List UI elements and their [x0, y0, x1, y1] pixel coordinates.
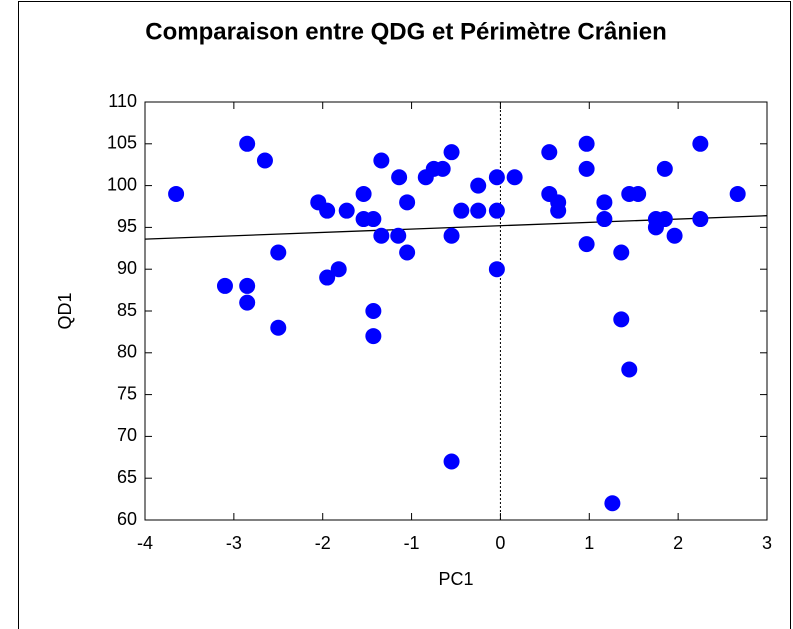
point [399, 244, 416, 261]
point [373, 227, 390, 244]
point [391, 169, 408, 186]
x-tick-label: 2 [673, 533, 683, 553]
point [256, 152, 273, 169]
x-tick-label: -3 [226, 533, 242, 553]
point [692, 211, 709, 228]
x-tick-label: 1 [584, 533, 594, 553]
y-tick-label: 60 [117, 509, 137, 529]
point [621, 361, 638, 378]
y-tick-label: 100 [107, 174, 137, 194]
y-axis-label: QD1 [55, 292, 75, 329]
point [216, 277, 233, 294]
point [604, 495, 621, 512]
point [596, 194, 613, 211]
point [443, 144, 460, 161]
point [373, 152, 390, 169]
x-axis-label: PC1 [438, 569, 473, 589]
point [630, 185, 647, 202]
point [578, 135, 595, 152]
y-tick-label: 95 [117, 216, 137, 236]
y-tick-label: 110 [108, 91, 137, 111]
y-tick-label: 75 [117, 383, 137, 403]
point [692, 135, 709, 152]
point [270, 319, 287, 336]
y-tick-label: 80 [117, 342, 137, 362]
point [319, 269, 336, 286]
x-tick-label: -4 [137, 533, 153, 553]
point [365, 211, 382, 228]
point [613, 311, 630, 328]
point [596, 211, 613, 228]
y-tick-label: 85 [117, 300, 137, 320]
frame [18, 1, 791, 629]
point [390, 227, 407, 244]
x-tick-label: 3 [762, 533, 772, 553]
point [453, 202, 470, 219]
point [550, 202, 567, 219]
point [239, 294, 256, 311]
point [330, 261, 347, 278]
point [365, 328, 382, 345]
y-tick-label: 90 [117, 258, 137, 278]
point [470, 202, 487, 219]
point [729, 185, 746, 202]
point [434, 160, 451, 177]
x-tick-label: 0 [495, 533, 505, 553]
y-tick-label: 70 [117, 425, 137, 445]
point [506, 169, 523, 186]
point [578, 236, 595, 253]
point [488, 202, 505, 219]
point [338, 202, 355, 219]
point [399, 194, 416, 211]
point [488, 169, 505, 186]
x-tick-label: -1 [404, 533, 420, 553]
point [355, 185, 372, 202]
point [656, 160, 673, 177]
y-tick-label: 65 [117, 467, 137, 487]
point [319, 202, 336, 219]
point [443, 227, 460, 244]
y-tick-label: 105 [107, 133, 137, 153]
chart-title: Comparaison entre QDG et Périmètre Crâni… [145, 18, 666, 45]
point [239, 277, 256, 294]
point [666, 227, 683, 244]
point [613, 244, 630, 261]
point [656, 211, 673, 228]
point [168, 185, 185, 202]
point [443, 453, 460, 470]
point [470, 177, 487, 194]
point [541, 144, 558, 161]
point [365, 303, 382, 319]
point [239, 135, 256, 152]
x-tick-label: -2 [315, 533, 331, 553]
point [270, 244, 287, 261]
point [578, 160, 595, 177]
point [488, 261, 505, 278]
